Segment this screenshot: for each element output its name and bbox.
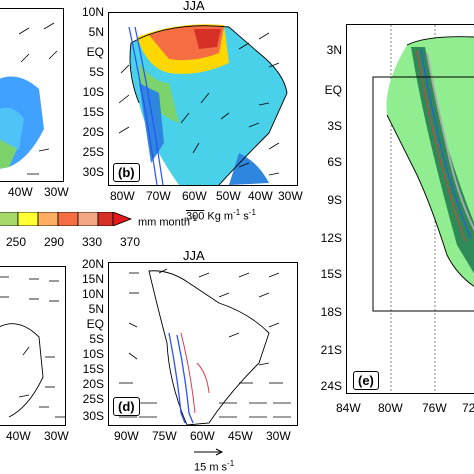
panel-d-ytick: 25S (82, 392, 104, 406)
panel-d-xtick: 90W (114, 429, 139, 443)
panel-e-ytick: 15S (320, 267, 342, 281)
colorbar-label: 330 (82, 235, 103, 249)
colorbar-units: mm month-1 (138, 214, 198, 229)
panel-d-ytick: EQ (86, 317, 104, 331)
panel-e-ytick: 24S (320, 379, 342, 393)
panel-d-xtick: 60W (190, 429, 215, 443)
panel-a-xtick-30w: 30W (44, 185, 69, 199)
panel-d: (d) (108, 262, 298, 426)
colorbar-label: 250 (6, 235, 27, 249)
vector-reference-arrow (194, 448, 224, 456)
panel-b-ytick: 5N (88, 25, 104, 39)
panel-e-xtick: 72 (462, 401, 474, 415)
panel-b-ytick: 5S (89, 65, 104, 79)
panel-d-ytick: 30S (82, 409, 104, 423)
panel-d-ytick: 10S (82, 347, 104, 361)
panel-e-map (372, 25, 474, 393)
panel-e-ytick: 21S (320, 343, 342, 357)
vector-reference-d: 15 m s-1 (194, 448, 254, 474)
panel-c-xtick-40w: 40W (6, 429, 31, 443)
panel-b-xtick: 70W (146, 189, 171, 203)
panel-d-ytick: 20S (82, 377, 104, 391)
vector-reference-b: 300 Kg m-1 s-1 (186, 208, 256, 223)
panel-a-xtick-40w: 40W (8, 185, 33, 199)
panel-d-xtick: 30W (266, 429, 291, 443)
panel-e-ytick: 3S (327, 119, 342, 133)
panel-e-xtick: 84W (336, 401, 361, 415)
colorbar-label: 290 (44, 235, 65, 249)
colorbar-label: 370 (120, 235, 141, 249)
vector-reference-d-text: 15 m s-1 (194, 459, 235, 474)
panel-b-xtick: 80W (110, 189, 135, 203)
panel-b-ytick: EQ (86, 45, 104, 59)
panel-c-map (0, 276, 65, 418)
panel-b-ytick: 10N (81, 5, 104, 19)
panel-e-label: (e) (353, 371, 379, 390)
colorbar-swatches (0, 212, 133, 226)
panel-d-xtick: 45W (228, 429, 253, 443)
panel-b: (b) (108, 12, 298, 186)
panel-b-xtick: 40W (248, 189, 273, 203)
panel-b-ytick: 20S (82, 125, 104, 139)
panel-e-ytick: 12S (320, 231, 342, 245)
panel-e-ytick: 3N (326, 43, 342, 57)
panel-d-ytick: 15S (82, 362, 104, 376)
panel-c (0, 266, 66, 426)
panel-b-map (118, 24, 288, 185)
panel-e-ytick: 6S (327, 155, 342, 169)
panel-b-ytick: 15S (82, 105, 104, 119)
panel-d-xtick: 75W (152, 429, 177, 443)
panel-a (0, 8, 64, 182)
panel-b-xtick: 30W (278, 189, 303, 203)
panel-b-ytick: 25S (82, 145, 104, 159)
panel-b-xtick: 50W (216, 189, 241, 203)
panel-a-map (0, 22, 58, 175)
panel-b-title: JJA (183, 0, 205, 13)
panel-d-ytick: 10N (81, 287, 104, 301)
panel-d-map (119, 268, 291, 425)
panel-d-label: (d) (113, 397, 140, 416)
panel-d-ytick: 15N (81, 272, 104, 286)
panel-b-ytick: 30S (82, 165, 104, 179)
panel-b-ytick: 10S (82, 85, 104, 99)
panel-e: (e) (346, 24, 474, 394)
panel-e-xtick: 76W (422, 401, 447, 415)
panel-d-title: JJA (183, 248, 205, 263)
panel-e-ytick: 9S (327, 193, 342, 207)
panel-e-xtick: 80W (378, 401, 403, 415)
panel-b-xtick: 60W (182, 189, 207, 203)
colorbar (0, 212, 133, 226)
panel-d-ytick: 20N (81, 257, 104, 271)
panel-d-ytick: 5S (89, 332, 104, 346)
panel-e-ytick: 18S (320, 305, 342, 319)
panel-e-ytick: EQ (324, 83, 342, 97)
panel-c-xtick-30w: 30W (44, 429, 69, 443)
panel-d-ytick: 5N (88, 302, 104, 316)
panel-b-label: (b) (113, 163, 140, 182)
